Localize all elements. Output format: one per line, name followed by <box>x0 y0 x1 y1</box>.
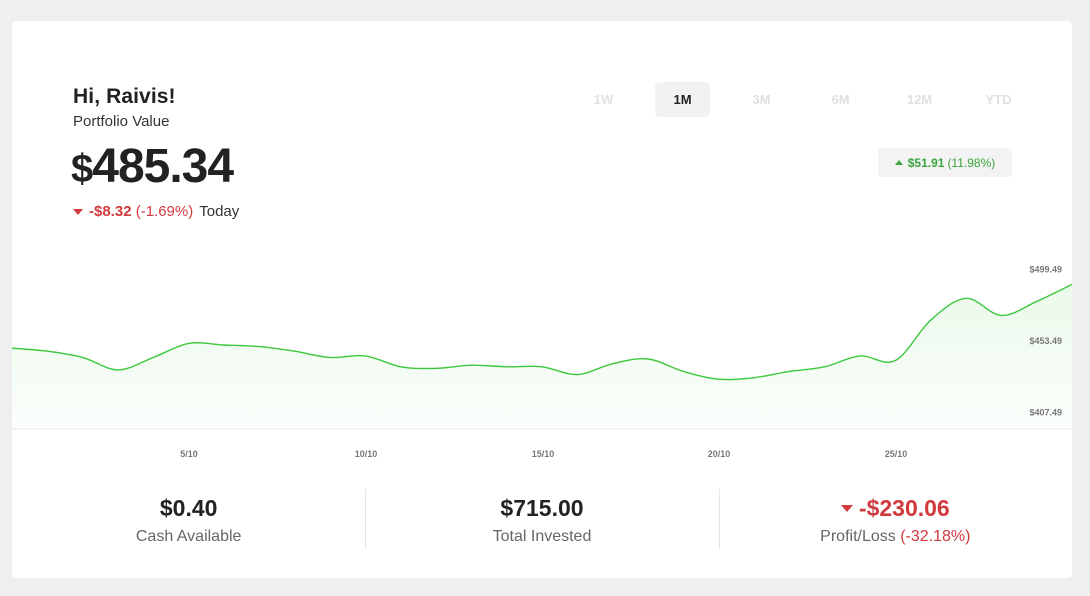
stat-cash: $0.40 Cash Available <box>12 487 365 551</box>
chart-area-fill <box>12 284 1072 429</box>
x-tick-label: 25/10 <box>885 449 908 459</box>
period-change-pct: (11.98%) <box>947 155 996 170</box>
today-change-amount: -$8.32 <box>89 203 132 220</box>
portfolio-value: $485.34 <box>71 139 234 194</box>
stat-profit-loss: -$230.06 Profit/Loss (-32.18%) <box>718 487 1072 551</box>
profit-loss-label-text: Profit/Loss <box>820 528 896 545</box>
stats-row: $0.40 Cash Available $715.00 Total Inves… <box>12 487 1072 551</box>
y-tick-label: $499.49 <box>1029 265 1062 275</box>
cash-label: Cash Available <box>135 528 242 545</box>
range-selector: 1W 1M 3M 6M 12M YTD <box>552 82 1026 117</box>
y-tick-label: $453.49 <box>1029 336 1062 346</box>
invested-label: Total Invested <box>492 528 592 545</box>
profit-loss-amount: -$230.06 <box>858 495 950 521</box>
caret-up-icon <box>894 160 903 165</box>
caret-down-icon <box>840 505 853 512</box>
chart-series-line <box>12 283 1072 381</box>
range-3m[interactable]: 3M <box>752 92 771 107</box>
portfolio-chart: $499.49 $453.49 $407.49 5/10 10/10 15/10 20/10… <box>12 265 1072 459</box>
portfolio-card: Hi, Raivis! Portfolio Value $485.34 -$8.… <box>12 21 1072 578</box>
range-1m[interactable]: 1M <box>655 82 710 117</box>
period-change-badge: $51.91 (11.98%) <box>878 148 1012 177</box>
today-label: Today <box>199 203 240 220</box>
x-tick-label: 5/10 <box>180 449 198 459</box>
range-6m[interactable]: 6M <box>831 92 850 107</box>
portfolio-value-amount: 485.34 <box>92 140 234 193</box>
x-tick-label: 10/10 <box>355 449 378 459</box>
profit-loss-pct: (-32.18%) <box>900 528 971 545</box>
x-tick-label: 20/10 <box>708 449 731 459</box>
profit-loss-label: Profit/Loss (-32.18%) <box>719 528 1072 546</box>
currency-symbol: $ <box>71 147 93 191</box>
range-ytd[interactable]: YTD <box>985 92 1012 107</box>
period-change-amount: $51.91 <box>907 155 945 170</box>
greeting: Hi, Raivis! <box>73 85 176 108</box>
cash-value: $0.40 <box>159 495 218 521</box>
profit-loss-value: -$230.06 <box>719 495 1072 522</box>
range-12m[interactable]: 12M <box>906 92 933 107</box>
x-tick-label: 15/10 <box>532 449 555 459</box>
today-change: -$8.32 (-1.69%) Today <box>73 203 239 220</box>
y-tick-label: $407.49 <box>1029 408 1062 418</box>
stat-invested: $715.00 Total Invested <box>365 487 718 551</box>
today-change-pct: (-1.69%) <box>135 203 194 220</box>
portfolio-value-label: Portfolio Value <box>73 113 170 130</box>
range-1w[interactable]: 1W <box>593 92 614 107</box>
invested-value: $715.00 <box>500 495 584 521</box>
caret-down-icon <box>73 208 83 215</box>
